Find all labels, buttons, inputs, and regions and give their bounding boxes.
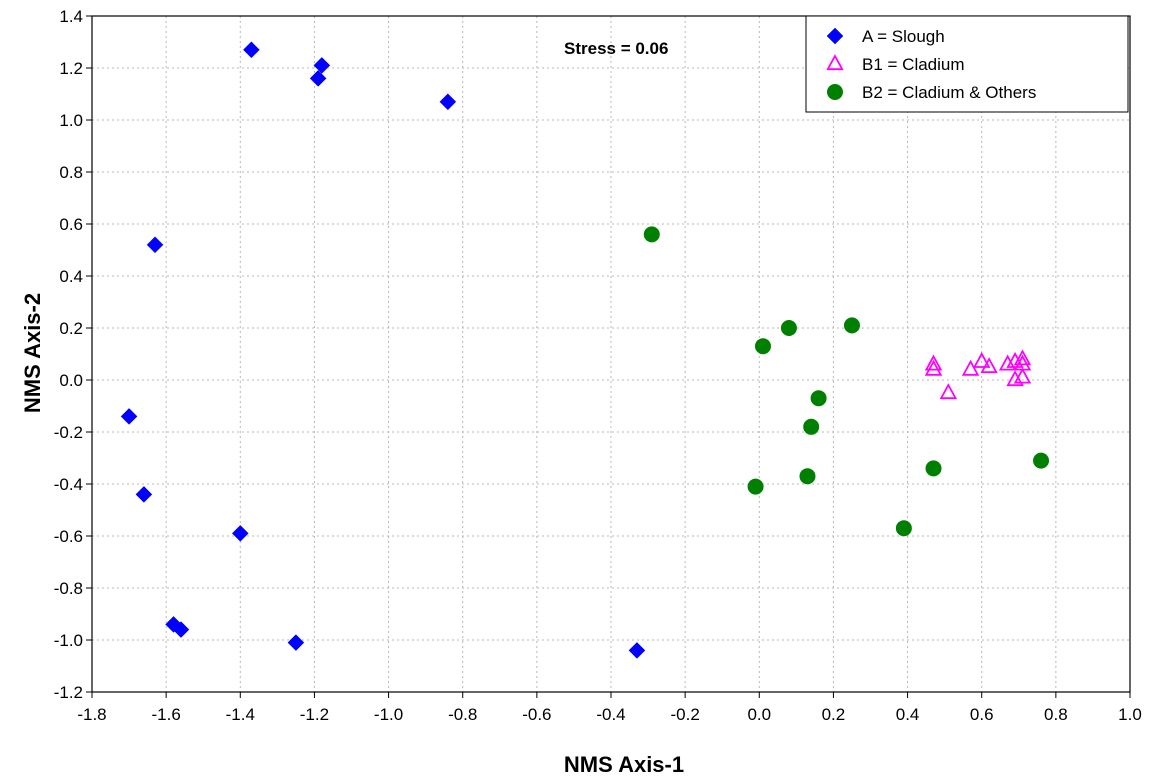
- legend-marker: [827, 84, 843, 100]
- x-tick-label: -1.4: [226, 705, 255, 724]
- legend-label: B2 = Cladium & Others: [862, 83, 1036, 102]
- data-point: [980, 357, 998, 374]
- legend-label: A = Slough: [862, 27, 945, 46]
- data-point: [747, 478, 764, 495]
- y-tick-label: 1.2: [59, 59, 83, 78]
- y-tick-label: -0.6: [54, 527, 83, 546]
- data-point: [287, 634, 305, 651]
- data-point: [1006, 351, 1024, 368]
- legend-marker: [826, 54, 844, 71]
- y-tick-label: -0.8: [54, 579, 83, 598]
- y-axis-title: NMS Axis-2: [20, 293, 45, 413]
- data-point: [135, 486, 153, 503]
- x-tick-label: -0.8: [448, 705, 477, 724]
- y-tick-label: 0.4: [59, 267, 83, 286]
- data-point: [243, 41, 260, 59]
- series-1-points: [120, 41, 646, 659]
- legend: A = Slough B1 = Cladium B2 = Cladium & Oth…: [805, 15, 1129, 113]
- y-tick-label: -0.4: [54, 475, 83, 494]
- series-3-points: [643, 226, 1050, 537]
- data-point: [1013, 367, 1032, 384]
- y-tick-label: 1.0: [59, 111, 83, 130]
- x-tick-label: 0.2: [822, 705, 846, 724]
- data-point: [231, 525, 249, 542]
- stress-annotation: Stress = 0.06: [564, 39, 668, 58]
- y-tick-label: 0.2: [59, 319, 83, 338]
- data-point: [939, 383, 958, 400]
- data-point: [1006, 370, 1024, 387]
- data-point: [1013, 349, 1032, 366]
- data-point: [1033, 452, 1050, 469]
- data-point: [313, 57, 331, 74]
- data-point: [439, 93, 457, 111]
- data-point: [961, 359, 980, 376]
- data-point: [843, 317, 860, 334]
- x-tick-label: 0.0: [747, 705, 771, 724]
- x-tick-label: -0.4: [596, 705, 625, 724]
- x-tick-label: -1.8: [77, 705, 106, 724]
- x-axis-ticks: -1.8 -1.6 -1.4 -1.2 -1.0 -0.8 -0.6 -0.4 -0.2 0.0 0…: [77, 692, 1142, 724]
- data-point: [146, 236, 164, 254]
- data-point: [895, 520, 912, 537]
- data-points: [120, 41, 1050, 659]
- data-point: [972, 351, 991, 368]
- data-point: [924, 354, 943, 371]
- y-tick-label: 0.8: [59, 163, 83, 182]
- data-point: [120, 408, 138, 425]
- data-point: [799, 468, 816, 485]
- data-point: [780, 320, 797, 336]
- x-tick-label: 0.6: [970, 705, 994, 724]
- data-point: [810, 390, 827, 407]
- data-point: [925, 460, 942, 477]
- x-tick-label: -1.2: [300, 705, 329, 724]
- y-axis-ticks: -1.2 -1.0 -0.8 -0.6 -0.4 -0.2 0.0 0.2 0.4 0.6 0.8 1…: [54, 7, 92, 702]
- y-tick-label: -1.0: [54, 631, 83, 650]
- y-tick-label: 0.0: [59, 371, 83, 390]
- x-tick-label: -1.0: [374, 705, 403, 724]
- data-point: [754, 338, 771, 355]
- data-point: [172, 621, 190, 638]
- series-2-points: [924, 349, 1032, 400]
- data-point: [628, 642, 646, 659]
- y-tick-label: -1.2: [54, 683, 83, 702]
- data-point: [924, 359, 943, 376]
- data-point: [309, 70, 327, 87]
- data-point: [998, 354, 1017, 371]
- legend-label: B1 = Cladium: [862, 55, 965, 74]
- x-tick-label: -0.6: [522, 705, 551, 724]
- legend-marker: [826, 27, 844, 45]
- data-point: [803, 418, 820, 435]
- x-axis-title: NMS Axis-1: [564, 752, 684, 777]
- y-tick-label: 1.4: [59, 7, 83, 26]
- x-tick-label: 0.4: [896, 705, 920, 724]
- data-point: [643, 226, 660, 243]
- x-tick-label: 0.8: [1044, 705, 1068, 724]
- legend-box: [805, 15, 1129, 113]
- x-tick-label: 1.0: [1118, 705, 1142, 724]
- y-tick-label: -0.2: [54, 423, 83, 442]
- y-tick-label: 0.6: [59, 215, 83, 234]
- x-tick-label: -0.2: [670, 705, 699, 724]
- x-tick-label: -1.6: [151, 705, 180, 724]
